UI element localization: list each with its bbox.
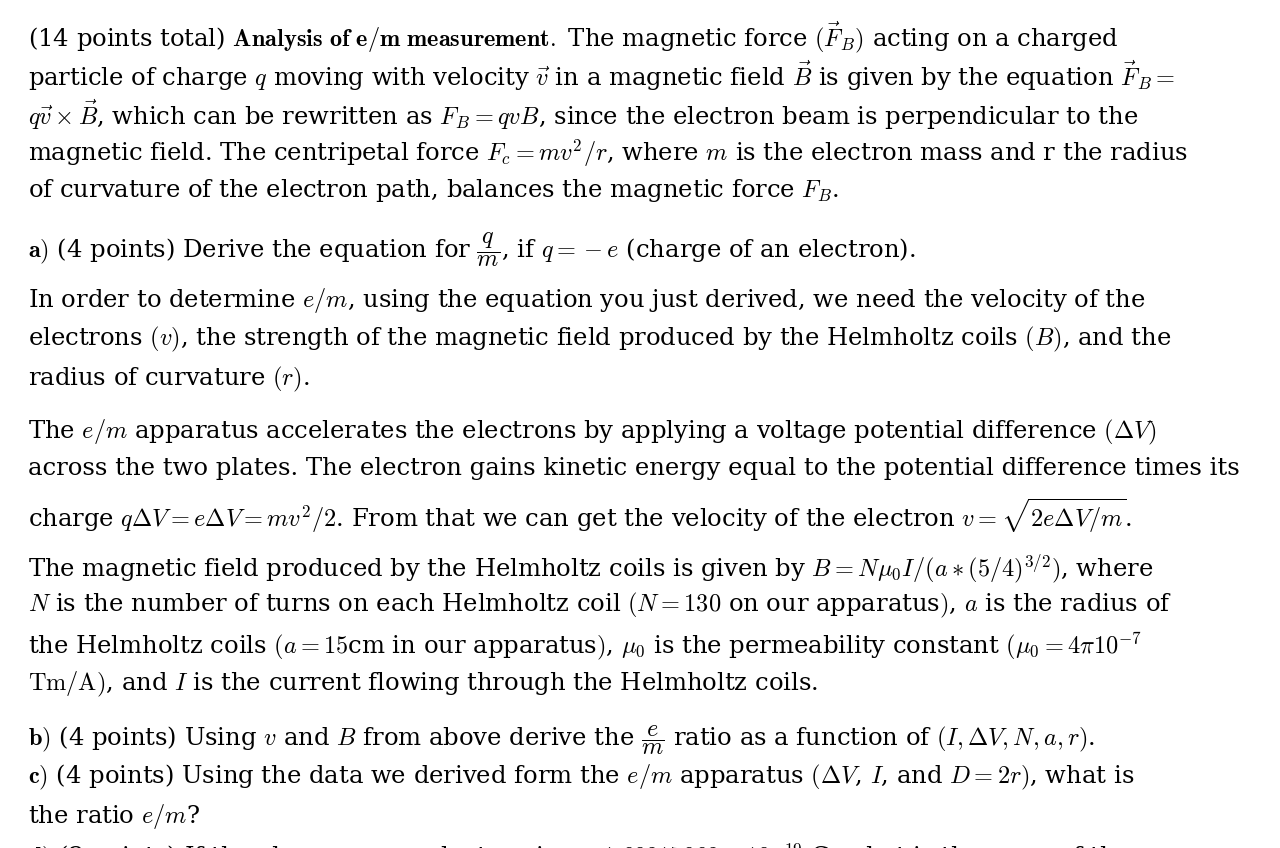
Text: of curvature of the electron path, balances the magnetic force $F_B$.: of curvature of the electron path, balan… [28, 177, 840, 204]
Text: $\mathbf{b)}$ (4 points) Using $v$ and $B$ from above derive the $\dfrac{e}{m}$ : $\mathbf{b)}$ (4 points) Using $v$ and $… [28, 723, 1096, 757]
Text: across the two plates. The electron gains kinetic energy equal to the potential : across the two plates. The electron gain… [28, 457, 1240, 480]
Text: particle of charge $q$ moving with velocity $\vec{v}$ in a magnetic field $\vec{: particle of charge $q$ moving with veloc… [28, 59, 1175, 93]
Text: electrons $(v)$, the strength of the magnetic field produced by the Helmholtz co: electrons $(v)$, the strength of the mag… [28, 325, 1171, 354]
Text: radius of curvature $(r)$.: radius of curvature $(r)$. [28, 365, 310, 393]
Text: The $e/m$ apparatus accelerates the electrons by applying a voltage potential di: The $e/m$ apparatus accelerates the elec… [28, 418, 1157, 447]
Text: $\mathbf{d)}$ (2 points) If the charge on an electron is $e = 1.60217662 \times : $\mathbf{d)}$ (2 points) If the charge o… [28, 842, 1130, 848]
Text: $N$ is the number of turns on each Helmholtz coil $(N = 130$ on our apparatus$)$: $N$ is the number of turns on each Helmh… [28, 591, 1172, 621]
Text: $\mathbf{a)}$ (4 points) Derive the equation for $\dfrac{q}{m}$, if $q = -e$ (ch: $\mathbf{a)}$ (4 points) Derive the equa… [28, 231, 915, 269]
Text: the Helmholtz coils $(a = 15$cm in our apparatus$)$, $\mu_0$ is the permeability: the Helmholtz coils $(a = 15$cm in our a… [28, 631, 1142, 662]
Text: charge $q\Delta V = e\Delta V = mv^2/2$. From that we can get the velocity of th: charge $q\Delta V = e\Delta V = mv^2/2$.… [28, 497, 1133, 535]
Text: $\mathrm{Tm/A})$, and $I$ is the current flowing through the Helmholtz coils.: $\mathrm{Tm/A})$, and $I$ is the current… [28, 670, 818, 700]
Text: (14 points total) $\mathbf{Analysis\ of\ e/m\ measurement.}$ The magnetic force : (14 points total) $\mathbf{Analysis\ of\… [28, 20, 1119, 54]
Text: $q\vec{v} \times \vec{B}$, which can be rewritten as $F_B = qvB$, since the elec: $q\vec{v} \times \vec{B}$, which can be … [28, 98, 1138, 132]
Text: the ratio $e/m$?: the ratio $e/m$? [28, 802, 200, 831]
Text: In order to determine $e/m$, using the equation you just derived, we need the ve: In order to determine $e/m$, using the e… [28, 286, 1146, 315]
Text: magnetic field. The centripetal force $F_c = mv^2/r$, where $m$ is the electron : magnetic field. The centripetal force $F… [28, 138, 1188, 170]
Text: The magnetic field produced by the Helmholtz coils is given by $B = N\mu_0 I/(a : The magnetic field produced by the Helmh… [28, 552, 1153, 584]
Text: $\mathbf{c)}$ (4 points) Using the data we derived form the $e/m$ apparatus $(\D: $\mathbf{c)}$ (4 points) Using the data … [28, 763, 1134, 792]
